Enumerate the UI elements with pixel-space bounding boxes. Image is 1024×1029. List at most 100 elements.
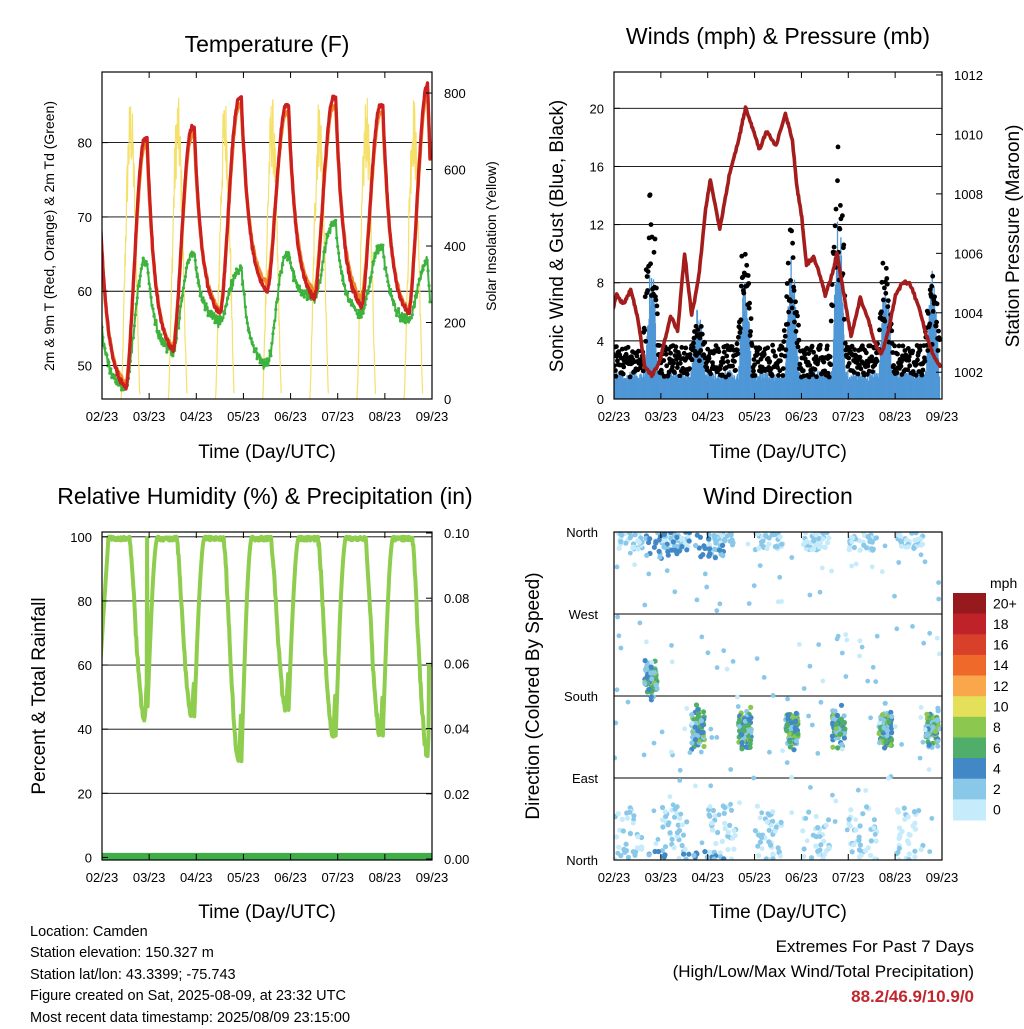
wind-direction-point [813, 834, 819, 840]
wind-direction-y-tick-label: East [572, 771, 598, 786]
wind-direction-point [820, 532, 826, 536]
wind-direction-title: Wind Direction [703, 483, 853, 509]
wind-direction-point [718, 551, 724, 557]
wind-direction-point [896, 845, 903, 851]
gust-point [789, 305, 795, 311]
wind-direction-point [709, 735, 715, 740]
wind-direction-x-tick-label: 07/23 [832, 870, 865, 885]
wind-direction-point [826, 535, 832, 541]
wind-direction-point [882, 543, 888, 549]
wind-direction-point [616, 633, 622, 639]
gust-point [795, 313, 800, 319]
wind-direction-point [651, 544, 658, 550]
wind-direction-point [693, 783, 698, 789]
gust-point [673, 344, 679, 350]
gust-point [810, 372, 815, 377]
wind-direction-point [701, 543, 707, 549]
wind-direction-point [784, 722, 790, 728]
wind-direction-point [671, 845, 677, 851]
wind-direction-point [930, 724, 936, 730]
gust-point [671, 360, 676, 366]
gust-point [741, 290, 747, 296]
wind-direction-point [778, 853, 783, 859]
wind-direction-point [841, 719, 848, 726]
gust-point [751, 368, 756, 374]
wind-direction-point [817, 834, 823, 839]
wind-direction-point [625, 699, 631, 705]
wind-direction-point [766, 541, 772, 547]
wind-direction-point [849, 563, 855, 569]
wind-direction-point [917, 755, 923, 761]
wind-direction-point [895, 849, 901, 856]
wind-direction-point [863, 788, 869, 793]
temperature-x-tick-label: 08/23 [369, 409, 402, 424]
wind-direction-point [820, 856, 826, 860]
wind-direction-point [882, 745, 888, 751]
wind-direction-point [871, 817, 878, 823]
humidity-plot-frame [101, 531, 433, 861]
winds-title: Winds (mph) & Pressure (mb) [626, 23, 930, 49]
wind-direction-point [784, 728, 790, 734]
gust-point [742, 251, 748, 257]
wind-direction-point [701, 743, 707, 750]
wind-direction-point [639, 846, 645, 852]
wind-direction-point [706, 553, 712, 559]
gust-point [634, 353, 640, 359]
gust-point [744, 262, 750, 268]
wind-direction-point [906, 840, 912, 847]
colorbar-swatch [953, 613, 986, 635]
wind-direction-point [679, 822, 685, 828]
wind-direction-point [735, 694, 740, 700]
wind-direction-point [678, 811, 684, 817]
wind-direction-point [686, 532, 692, 536]
wind-direction-point [659, 729, 665, 735]
wind-direction-point [691, 852, 697, 859]
wind-direction-point [779, 541, 785, 547]
wind-direction-point [676, 855, 682, 860]
gust-point [687, 366, 692, 371]
gust-point [665, 373, 671, 378]
wind-direction-point [892, 593, 897, 599]
wind-direction-point [864, 804, 870, 810]
wind-direction-point [677, 778, 683, 783]
gust-point [906, 354, 912, 359]
wind-direction-point [877, 720, 882, 726]
wind-direction-point [817, 847, 823, 853]
gust-point [747, 333, 753, 338]
wind-direction-point [632, 852, 638, 858]
wind-direction-point [665, 549, 671, 555]
wind-direction-point [669, 643, 674, 648]
gust-point [642, 294, 648, 300]
wind-direction-point [682, 540, 688, 546]
wind-direction-point [838, 731, 844, 737]
wind-direction-point [770, 851, 776, 857]
gust-point [708, 371, 713, 377]
wind-direction-point [662, 532, 668, 536]
wind-direction-point [752, 828, 759, 834]
gust-point [732, 359, 737, 364]
wind-direction-point [664, 568, 670, 574]
gust-point [644, 274, 650, 279]
wind-direction-point [679, 544, 685, 550]
wind-direction-point [832, 819, 838, 824]
gust-point [892, 343, 897, 349]
wind-direction-point [669, 749, 674, 755]
temperature-x-tick-label: 04/23 [180, 409, 213, 424]
temperature-axes: 02/23 03/23 04/23 05/23 06/23 07/23 08/23 09/23… [78, 72, 466, 424]
gust-point [724, 353, 730, 359]
wind-direction-point [692, 724, 698, 730]
wind-direction-point [910, 624, 915, 629]
wind-direction-point [667, 830, 673, 836]
gust-point [919, 372, 925, 378]
wind-direction-y-label: Direction (Colored By Speed) [523, 572, 544, 819]
wind-direction-point [729, 835, 736, 841]
wind-direction-point [668, 532, 674, 536]
wind-direction-point [724, 666, 730, 672]
wind-direction-point [909, 532, 915, 536]
wind-direction-point [687, 750, 693, 755]
wind-direction-point [655, 837, 661, 842]
wind-direction-point [716, 812, 722, 818]
gust-point [806, 374, 812, 380]
wind-direction-point [644, 639, 649, 645]
colorbar-label: 20+ [993, 595, 1017, 611]
